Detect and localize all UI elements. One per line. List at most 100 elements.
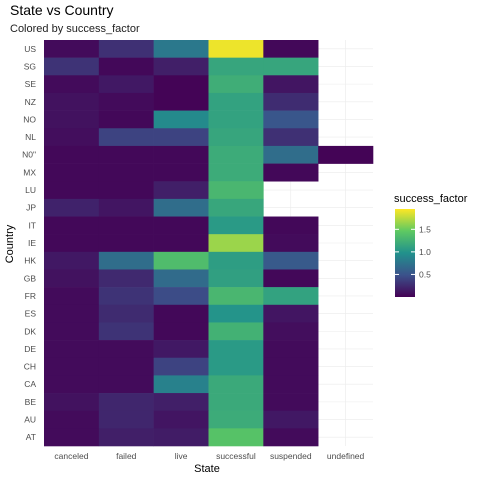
heatmap-cell (98, 251, 154, 270)
heatmap-cell (208, 251, 264, 270)
heatmap-cell (98, 40, 154, 58)
heatmap-cell (263, 40, 319, 58)
heatmap-cell (263, 128, 319, 147)
heatmap-cell (263, 216, 319, 235)
heatmap-cell (44, 198, 100, 217)
colorbar (395, 209, 415, 297)
heatmap-cell (98, 393, 154, 411)
heatmap-cell (44, 216, 100, 235)
heatmap-cell (44, 40, 100, 58)
heatmap-cell (263, 287, 319, 306)
y-tick-label: BE (25, 397, 37, 407)
heatmap-cell (208, 163, 264, 182)
y-tick-label: MX (23, 167, 36, 177)
y-tick-label: GB (24, 273, 37, 283)
heatmap-cell (98, 410, 154, 429)
heatmap-cell (44, 92, 100, 111)
heatmap-cell (44, 163, 100, 182)
y-tick-label: CH (24, 362, 36, 372)
y-tick-label: NL (25, 132, 36, 142)
heatmap-cell (153, 216, 209, 235)
y-axis-ticks: US SG SE NZ NO NL N0" MX LU JP IT IE HK GB FR ES DK DE CH C… (22, 44, 36, 442)
x-axis-title: State (194, 463, 220, 475)
heatmap-cell (263, 393, 319, 411)
heatmap-cell (208, 375, 264, 394)
heatmap-cell (153, 234, 209, 253)
heatmap-cell (208, 216, 264, 235)
heatmap-cell (208, 410, 264, 429)
heatmap-cell (208, 304, 264, 323)
heatmap-cell (44, 181, 100, 200)
heatmap-cell (153, 322, 209, 341)
heatmap-cell (44, 322, 100, 341)
heatmap-cell (98, 92, 154, 111)
heatmap-cell (153, 145, 209, 164)
heatmap-cell (208, 393, 264, 411)
heatmap-cell (263, 322, 319, 341)
y-tick-label: N0" (22, 150, 36, 160)
heatmap-cell (44, 428, 100, 447)
heatmap-cell (98, 75, 154, 94)
heatmap-cell (44, 75, 100, 94)
heatmap-cell (263, 269, 319, 288)
legend-tick-label: 1.5 (419, 224, 431, 234)
heatmap-cell (153, 181, 209, 200)
heatmap-cell (208, 75, 264, 94)
y-tick-label: DK (24, 326, 36, 336)
heatmap-cell (153, 393, 209, 411)
y-tick-label: SG (24, 61, 36, 71)
y-tick-label: LU (25, 185, 36, 195)
heatmap-cell (263, 145, 319, 164)
legend-title: success_factor (394, 193, 468, 205)
chart-title: State vs Country (10, 2, 114, 18)
heatmap-cells (44, 40, 374, 447)
heatmap-cell (208, 269, 264, 288)
heatmap-cell (208, 322, 264, 341)
y-tick-label: NO (23, 114, 36, 124)
heatmap-cell (98, 198, 154, 217)
heatmap-cell (153, 128, 209, 147)
x-tick-label: live (175, 451, 188, 461)
x-tick-label: successful (216, 451, 256, 461)
heatmap-cell (208, 110, 264, 129)
heatmap-cell (208, 287, 264, 306)
y-tick-label: AT (26, 432, 36, 442)
y-tick-label: AU (24, 415, 36, 425)
heatmap-cell (98, 304, 154, 323)
y-tick-label: SE (25, 79, 37, 89)
heatmap-cell (208, 92, 264, 111)
chart-subtitle: Colored by success_factor (10, 23, 140, 35)
heatmap-cell (153, 410, 209, 429)
heatmap-cell (98, 163, 154, 182)
heatmap-cell (98, 128, 154, 147)
heatmap-cell (153, 75, 209, 94)
heatmap-cell (263, 410, 319, 429)
heatmap-cell (208, 357, 264, 376)
y-tick-label: ES (25, 309, 37, 319)
heatmap-cell (44, 340, 100, 359)
heatmap-cell (44, 57, 100, 76)
heatmap-cell (44, 357, 100, 376)
heatmap-cell (153, 251, 209, 270)
colorbar-legend: success_factor 0.5 1.0 1.5 (394, 193, 468, 297)
y-tick-label: IT (28, 220, 36, 230)
heatmap-cell (44, 269, 100, 288)
heatmap-cell (44, 251, 100, 270)
heatmap-cell (44, 410, 100, 429)
heatmap-cell (208, 57, 264, 76)
heatmap-cell (98, 428, 154, 447)
heatmap-cell (44, 128, 100, 147)
heatmap-cell (153, 340, 209, 359)
heatmap-cell (153, 163, 209, 182)
heatmap-cell (44, 393, 100, 411)
y-tick-label: IE (28, 238, 36, 248)
x-axis-ticks: canceled failed live successful suspended und… (54, 451, 364, 461)
heatmap-cell (263, 304, 319, 323)
heatmap-cell (153, 304, 209, 323)
legend-tick-label: 0.5 (419, 269, 431, 279)
heatmap-cell (44, 375, 100, 394)
y-tick-label: JP (26, 203, 36, 213)
heatmap-cell (208, 234, 264, 253)
y-tick-label: US (24, 44, 36, 54)
heatmap-cell (44, 304, 100, 323)
